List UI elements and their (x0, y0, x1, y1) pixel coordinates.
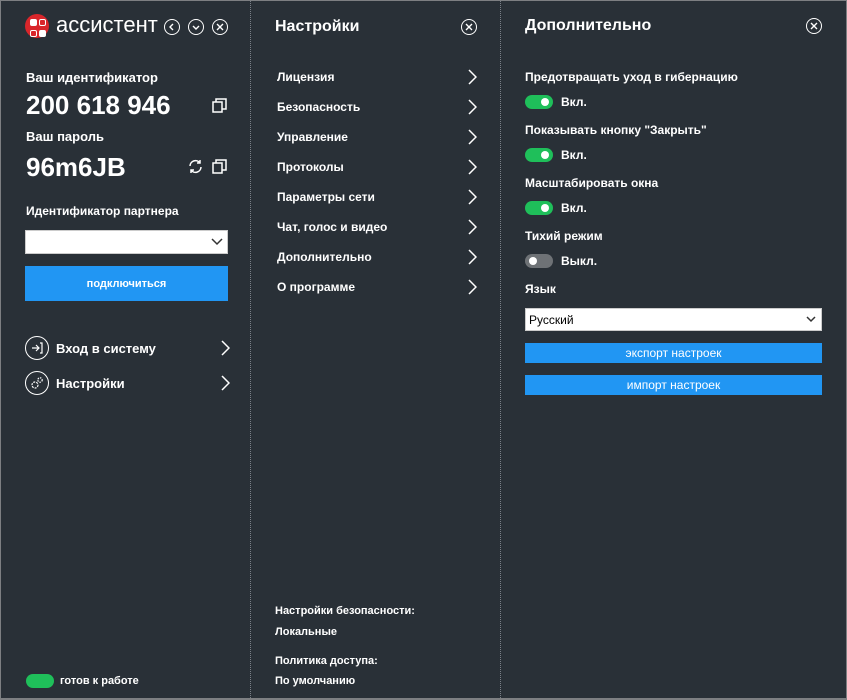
app-logo (25, 14, 49, 38)
back-icon[interactable] (164, 19, 180, 35)
chevron-right-icon (468, 189, 477, 205)
partner-id-input[interactable] (25, 230, 228, 254)
settings-menu-item[interactable]: Протоколы (277, 152, 477, 182)
chevron-right-icon (468, 249, 477, 265)
toggle-state: Вкл. (561, 148, 587, 162)
chevron-right-icon (468, 69, 477, 85)
toggle-switch[interactable] (525, 254, 553, 268)
language-value: Русский (529, 313, 574, 327)
nav-label: Вход в систему (56, 340, 156, 356)
minimize-icon[interactable] (188, 19, 204, 35)
settings-menu-item[interactable]: Параметры сети (277, 182, 477, 212)
menu-item-label: Безопасность (277, 100, 361, 114)
chevron-down-icon (806, 316, 816, 323)
connect-button[interactable]: подключиться (25, 266, 228, 301)
language-select[interactable]: Русский (525, 308, 822, 331)
chevron-right-icon (468, 159, 477, 175)
nav-label: Настройки (56, 375, 125, 391)
chevron-right-icon (221, 375, 230, 391)
close-advanced-icon[interactable] (806, 18, 822, 34)
toggle-state: Вкл. (561, 95, 587, 109)
nav-item-login[interactable]: Вход в систему (25, 335, 230, 361)
settings-menu-item[interactable]: Чат, голос и видео (277, 212, 477, 242)
connection-panel: ассистент Ваш идентификатор 200 618 946 … (1, 1, 251, 698)
menu-item-label: О программе (277, 280, 356, 294)
gears-icon (25, 371, 49, 395)
close-icon[interactable] (212, 19, 228, 35)
option-toggle-row: Вкл. (525, 148, 587, 162)
menu-item-label: Чат, голос и видео (277, 220, 388, 234)
export-settings-button[interactable]: экспорт настроек (525, 343, 822, 363)
advanced-title: Дополнительно (525, 17, 652, 34)
chevron-down-icon[interactable] (211, 237, 223, 246)
close-settings-icon[interactable] (461, 19, 477, 35)
menu-item-label: Управление (277, 130, 348, 144)
status-indicator (26, 674, 54, 688)
policy-label: Политика доступа: (275, 655, 378, 667)
settings-menu-item[interactable]: Лицензия (277, 62, 477, 92)
toggle-switch[interactable] (525, 148, 553, 162)
menu-item-label: Параметры сети (277, 190, 375, 204)
settings-menu-item[interactable]: Управление (277, 122, 477, 152)
toggle-switch[interactable] (525, 95, 553, 109)
settings-menu-item[interactable]: Безопасность (277, 92, 477, 122)
copy-password-icon[interactable] (212, 159, 227, 174)
option-toggle-row: Вкл. (525, 201, 587, 215)
menu-item-label: Лицензия (277, 70, 335, 84)
chevron-right-icon (468, 279, 477, 295)
option-label: Показывать кнопку "Закрыть" (525, 123, 707, 137)
id-label: Ваш идентификатор (26, 70, 158, 85)
import-settings-button[interactable]: импорт настроек (525, 375, 822, 395)
chevron-right-icon (221, 340, 230, 356)
status-text: готов к работе (60, 675, 139, 687)
chevron-right-icon (468, 99, 477, 115)
password-value: 96m6JB (26, 152, 126, 182)
security-label: Настройки безопасности: (275, 605, 415, 617)
nav-item-settings[interactable]: Настройки (25, 370, 230, 396)
toggle-state: Выкл. (561, 254, 598, 268)
toggle-switch[interactable] (525, 201, 553, 215)
option-toggle-row: Вкл. (525, 95, 587, 109)
settings-menu-item[interactable]: Дополнительно (277, 242, 477, 272)
refresh-icon[interactable] (188, 159, 203, 174)
option-label: Тихий режим (525, 229, 603, 243)
partner-label: Идентификатор партнера (26, 204, 179, 218)
policy-value: По умолчанию (275, 675, 356, 687)
menu-item-label: Протоколы (277, 160, 344, 174)
toggle-state: Вкл. (561, 201, 587, 215)
chevron-right-icon (468, 129, 477, 145)
language-label: Язык (525, 282, 556, 296)
option-label: Масштабировать окна (525, 176, 659, 190)
password-label: Ваш пароль (26, 129, 104, 144)
option-toggle-row: Выкл. (525, 254, 597, 268)
login-icon (25, 336, 49, 360)
settings-panel: Настройки Лицензия Безопасность Управление… (251, 1, 501, 698)
app-title: ассистент (56, 12, 158, 37)
id-value: 200 618 946 (26, 90, 171, 120)
security-value: Локальные (275, 626, 337, 638)
menu-item-label: Дополнительно (277, 250, 372, 264)
settings-menu-item[interactable]: О программе (277, 272, 477, 302)
settings-title: Настройки (275, 18, 360, 35)
option-label: Предотвращать уход в гибернацию (525, 70, 738, 84)
chevron-right-icon (468, 219, 477, 235)
copy-id-icon[interactable] (212, 98, 227, 113)
